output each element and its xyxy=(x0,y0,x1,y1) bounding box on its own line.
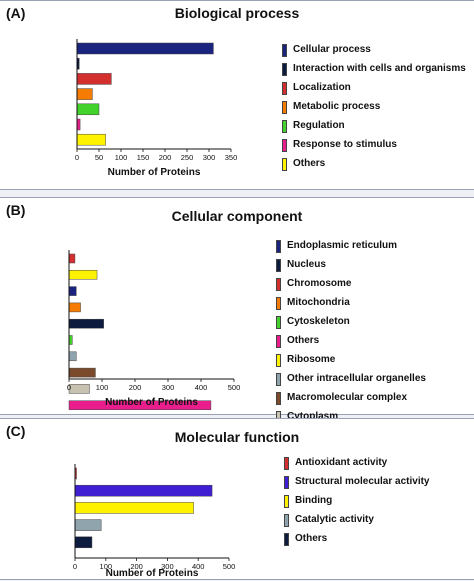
bar-nucleus xyxy=(68,270,98,280)
x-tick-label: 300 xyxy=(161,562,174,571)
bar-others xyxy=(74,536,93,549)
x-tick-label: 200 xyxy=(129,383,142,392)
x-tick-label: 0 xyxy=(73,562,77,571)
bar-chromosome xyxy=(68,286,77,296)
bar-ribosome xyxy=(68,351,77,362)
legend-swatch xyxy=(276,335,281,348)
legend-label: Catalytic activity xyxy=(295,514,374,525)
x-tick-label: 350 xyxy=(225,153,238,162)
legend-label: Cytoplasm xyxy=(287,411,339,422)
legend-swatch xyxy=(276,240,281,253)
legend-label: Mitochondria xyxy=(287,297,350,308)
legend-swatch xyxy=(284,476,289,489)
legend-label: Cytoskeleton xyxy=(287,316,350,327)
x-tick-label: 50 xyxy=(95,153,103,162)
legend-label: Nucleus xyxy=(287,259,326,270)
legend-swatch xyxy=(276,392,281,405)
bar-mitochondria xyxy=(68,302,81,313)
legend-label: Other intracellular organelles xyxy=(287,373,426,384)
x-axis-label: Number of Proteins xyxy=(106,568,199,579)
bar-chart-molecular-function: 0 100 200 300 400 500 Number of Proteins xyxy=(73,464,236,579)
panel-biological-process: (A) Biological process 0 50 100 150 200 250 30… xyxy=(0,0,474,190)
legend-swatch xyxy=(282,139,287,152)
x-tick-label: 150 xyxy=(137,153,150,162)
chart-title: Biological process xyxy=(174,5,300,21)
legend-swatch xyxy=(282,63,287,76)
panel-label: (A) xyxy=(6,5,26,21)
legend-label: Regulation xyxy=(293,120,345,131)
bar-endoplasmic-reticulum xyxy=(68,253,76,264)
legend-label: Ribosome xyxy=(287,354,336,365)
x-tick-label: 500 xyxy=(228,383,241,392)
panel-label: (B) xyxy=(6,202,26,218)
legend-swatch xyxy=(282,82,287,95)
legend-label: Response to stimulus xyxy=(293,139,397,150)
legend-label: Endoplasmic reticulum xyxy=(287,240,398,251)
bar-chart-biological-process: 0 50 100 150 200 250 300 350 Number of Proteins xyxy=(75,39,238,178)
x-tick-label: 400 xyxy=(192,562,205,571)
x-tick-label: 100 xyxy=(115,153,128,162)
legend-swatch xyxy=(276,316,281,329)
legend-label: Metabolic process xyxy=(293,101,381,112)
bar-macromolecular-complex xyxy=(68,384,90,394)
legend-swatch xyxy=(276,278,281,291)
legend-swatch xyxy=(282,158,287,171)
legend-label: Chromosome xyxy=(287,278,352,289)
legend-swatch xyxy=(276,373,281,386)
bar-metabolic-process xyxy=(76,88,93,100)
x-tick-label: 100 xyxy=(100,562,113,571)
bar-cytoplasm xyxy=(68,400,212,410)
x-tick-label: 500 xyxy=(223,562,236,571)
legend-swatch xyxy=(276,259,281,272)
chart-title: Molecular function xyxy=(174,429,300,445)
bar-regulation xyxy=(76,103,100,116)
x-tick-label: 200 xyxy=(130,562,143,571)
legend-swatch xyxy=(284,533,289,546)
legend-label: Antioxidant activity xyxy=(295,457,388,468)
legend-label: Structural molecular activity xyxy=(295,476,430,487)
legend-swatch xyxy=(284,457,289,470)
legend-label: Others xyxy=(295,533,328,544)
bar-catalytic-activity xyxy=(74,519,102,531)
legend-swatch xyxy=(276,297,281,310)
chart-title: Cellular component xyxy=(171,208,303,224)
legend-label: Others xyxy=(287,335,320,346)
x-axis-label: Number of Proteins xyxy=(108,167,201,178)
x-tick-label: 400 xyxy=(195,383,208,392)
legend-label: Binding xyxy=(295,495,333,506)
bar-structural-molecular-activity xyxy=(74,484,213,497)
x-tick-label: 0 xyxy=(67,383,71,392)
panel-label: (C) xyxy=(6,423,26,439)
legend-label: Cellular process xyxy=(293,44,371,55)
x-tick-label: 100 xyxy=(96,383,109,392)
legend-label: Interaction with cells and organisms xyxy=(293,63,466,74)
bar-localization xyxy=(76,73,112,85)
legend-swatch xyxy=(282,101,287,114)
panel-cellular-component: (B) Cellular component 0 100 200 300 400 500 N… xyxy=(0,197,474,424)
bar-cytoskeleton xyxy=(68,318,104,329)
legend-swatch xyxy=(282,120,287,133)
legend-label: Localization xyxy=(293,82,351,93)
x-tick-label: 200 xyxy=(159,153,172,162)
legend-swatch xyxy=(284,514,289,527)
x-axis-label: Number of Proteins xyxy=(105,397,198,408)
legend-swatch xyxy=(282,44,287,57)
bar-other-intracellular-organelles xyxy=(68,367,96,378)
x-tick-label: 300 xyxy=(203,153,216,162)
bar-binding xyxy=(74,502,194,514)
panel-molecular-function: (C) Molecular function 0 100 200 300 400 500 N… xyxy=(0,418,474,580)
bar-cellular-process xyxy=(76,42,214,55)
x-tick-label: 0 xyxy=(75,153,79,162)
legend-label: Macromolecular complex xyxy=(287,392,408,403)
x-tick-label: 250 xyxy=(181,153,194,162)
legend-label: Others xyxy=(293,158,326,169)
bar-chart-cellular-component: 0 100 200 300 400 500 Number of Proteins xyxy=(67,250,241,410)
bar-others xyxy=(76,133,106,146)
x-tick-label: 300 xyxy=(162,383,175,392)
legend-swatch xyxy=(284,495,289,508)
legend-swatch xyxy=(276,354,281,367)
